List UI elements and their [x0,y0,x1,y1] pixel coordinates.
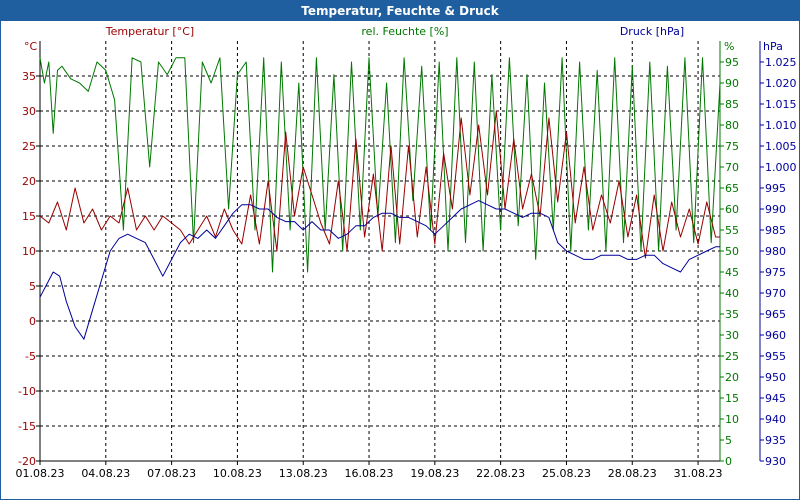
tick-labels: -20 -15 -10 -5 0 5 10 15 20 25 30 35 0 5 10 15 20 25 30 35 4… [16,56,797,480]
humidity-tick-label: 75 [725,140,739,153]
pressure-tick-label: 975 [765,266,786,279]
x-tick-label: 01.08.23 [16,467,65,480]
temperature-axis-title: Temperatur [°C] [105,25,194,38]
pressure-tick-label: 945 [765,392,786,405]
series-line-humidity [39,57,721,273]
humidity-tick-label: 10 [725,413,739,426]
pressure-tick-label: 960 [765,329,786,342]
x-tick-label: 10.08.23 [213,467,262,480]
pressure-tick-label: 995 [765,182,786,195]
temperature-tick-label: 30 [22,105,36,118]
humidity-tick-label: 5 [725,434,732,447]
temperature-tick-label: -20 [18,455,36,468]
temperature-tick-label: -10 [18,385,36,398]
pressure-tick-label: 1.020 [765,77,797,90]
temperature-tick-label: -5 [25,350,36,363]
pressure-tick-label: 970 [765,287,786,300]
temperature-tick-label: 15 [22,210,36,223]
x-tick-label: 04.08.23 [81,467,130,480]
humidity-tick-label: 20 [725,371,739,384]
humidity-tick-label: 55 [725,224,739,237]
pressure-tick-label: 1.005 [765,140,797,153]
humidity-tick-label: 60 [725,203,739,216]
pressure-tick-label: 1.000 [765,161,797,174]
pressure-tick-label: 980 [765,245,786,258]
humidity-tick-label: 45 [725,266,739,279]
x-tick-label: 31.08.23 [674,467,723,480]
humidity-tick-label: 80 [725,119,739,132]
temperature-tick-label: 5 [29,280,36,293]
temperature-tick-label: -15 [18,420,36,433]
series-line-pressure [39,200,720,340]
humidity-tick-label: 0 [725,455,732,468]
humidity-tick-label: 95 [725,56,739,69]
pressure-tick-label: 1.015 [765,98,797,111]
humidity-tick-label: 90 [725,77,739,90]
x-tick-label: 25.08.23 [542,467,591,480]
temperature-unit-label: °C [24,40,38,53]
temperature-tick-label: 20 [22,175,36,188]
humidity-tick-label: 65 [725,182,739,195]
pressure-unit-label: hPa [763,40,783,53]
temperature-tick-label: 0 [29,315,36,328]
humidity-tick-label: 35 [725,308,739,321]
humidity-tick-label: 85 [725,98,739,111]
x-tick-label: 22.08.23 [476,467,525,480]
series-lines [39,57,721,340]
pressure-tick-label: 985 [765,224,786,237]
pressure-axis-title: Druck [hPa] [620,25,684,38]
temperature-tick-label: 35 [22,70,36,83]
temperature-tick-label: 25 [22,140,36,153]
chart-title: Temperatur, Feuchte & Druck [1,1,799,21]
temperature-tick-label: 10 [22,245,36,258]
humidity-tick-label: 25 [725,350,739,363]
x-tick-label: 16.08.23 [345,467,394,480]
x-tick-label: 13.08.23 [279,467,328,480]
pressure-tick-label: 935 [765,434,786,447]
grid [39,41,720,462]
pressure-tick-label: 950 [765,371,786,384]
pressure-tick-label: 1.025 [765,56,797,69]
pressure-tick-label: 955 [765,350,786,363]
pressure-tick-label: 940 [765,413,786,426]
x-tick-label: 28.08.23 [608,467,657,480]
pressure-tick-label: 990 [765,203,786,216]
humidity-axis-title: rel. Feuchte [%] [361,25,448,38]
humidity-tick-label: 40 [725,287,739,300]
humidity-tick-label: 15 [725,392,739,405]
axes [36,41,764,465]
humidity-tick-label: 50 [725,245,739,258]
x-tick-label: 19.08.23 [410,467,459,480]
humidity-tick-label: 30 [725,329,739,342]
pressure-tick-label: 1.010 [765,119,797,132]
x-tick-label: 07.08.23 [147,467,196,480]
series-line-temperature [39,110,720,259]
pressure-tick-label: 965 [765,308,786,321]
humidity-tick-label: 70 [725,161,739,174]
humidity-unit-label: % [724,40,734,53]
pressure-tick-label: 930 [765,455,786,468]
